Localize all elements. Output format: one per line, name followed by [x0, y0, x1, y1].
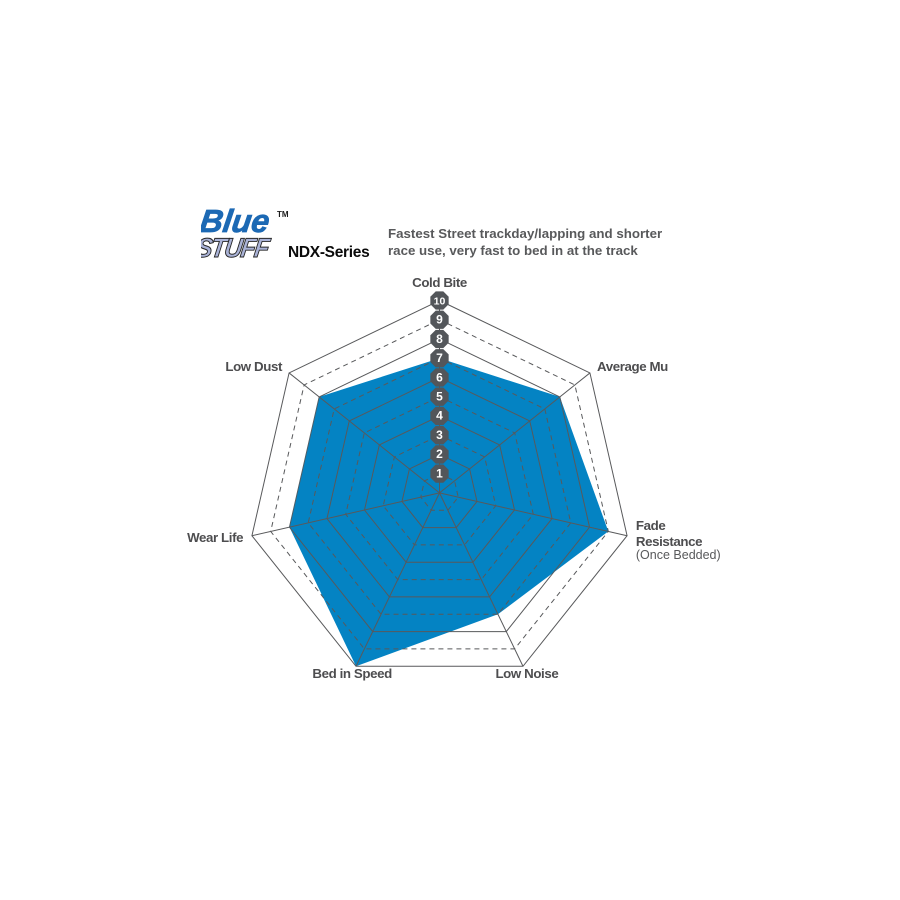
- svg-text:6: 6: [436, 370, 443, 384]
- svg-text:1: 1: [436, 466, 443, 480]
- svg-text:8: 8: [436, 332, 443, 346]
- svg-text:9: 9: [436, 313, 443, 327]
- svg-text:2: 2: [436, 447, 443, 461]
- svg-text:5: 5: [436, 390, 443, 404]
- svg-text:3: 3: [436, 428, 443, 442]
- svg-text:10: 10: [434, 295, 446, 307]
- svg-text:4: 4: [436, 409, 443, 423]
- svg-text:7: 7: [436, 351, 443, 365]
